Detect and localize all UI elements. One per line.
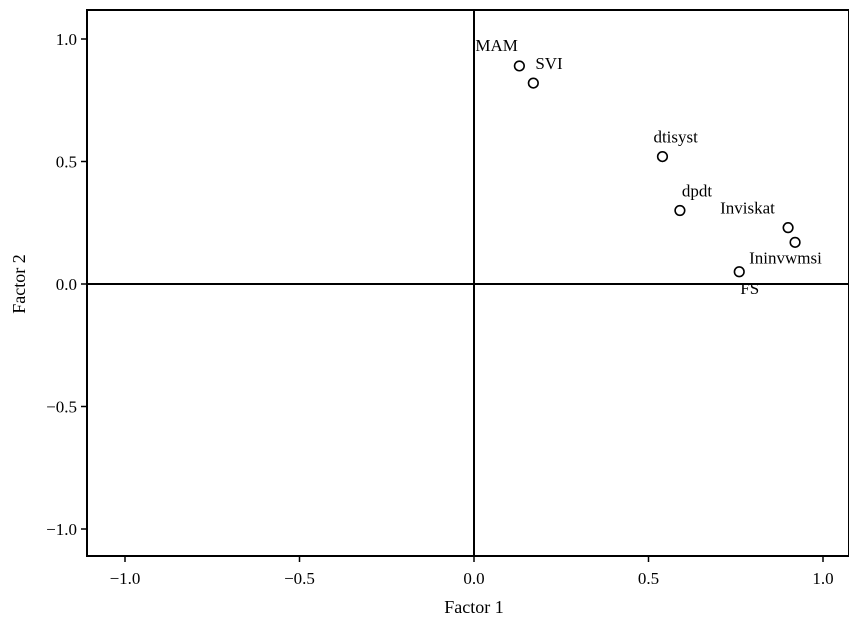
x-tick-label: −0.5	[284, 569, 315, 588]
y-tick-label: 0.5	[56, 153, 77, 172]
y-tick-label: −1.0	[46, 520, 77, 539]
data-point	[782, 222, 794, 234]
x-axis: −1.0 −0.5 0.0 0.5 1.0	[110, 556, 834, 588]
x-tick-label: 0.0	[463, 569, 484, 588]
point-label: SVI	[535, 54, 563, 73]
x-tick-label: 1.0	[812, 569, 833, 588]
y-axis: 1.0 0.5 0.0 −0.5 −1.0	[46, 30, 87, 539]
x-tick-label: −1.0	[110, 569, 141, 588]
x-tick-label: 0.5	[638, 569, 659, 588]
point-label: MAM	[475, 36, 518, 55]
data-point	[656, 151, 669, 163]
point-label: Inviskat	[720, 199, 775, 218]
data-points: MAM SVI dtisyst dpdt Inviskat Ininvwmsi FS	[475, 36, 822, 298]
data-point	[674, 204, 686, 217]
plot-area	[86, 9, 849, 557]
point-label: dpdt	[682, 182, 713, 201]
point-label: dtisyst	[653, 128, 698, 147]
point-label: FS	[740, 279, 759, 298]
x-axis-title: Factor 1	[444, 597, 503, 617]
data-point	[789, 236, 801, 248]
data-point	[733, 266, 745, 278]
y-axis-title: Factor 2	[9, 254, 29, 313]
y-tick-label: −0.5	[46, 398, 77, 417]
y-tick-label: 1.0	[56, 30, 77, 49]
data-point	[513, 60, 525, 72]
y-tick-label: 0.0	[56, 275, 77, 294]
point-label: Ininvwmsi	[749, 248, 822, 267]
data-point	[527, 77, 539, 89]
